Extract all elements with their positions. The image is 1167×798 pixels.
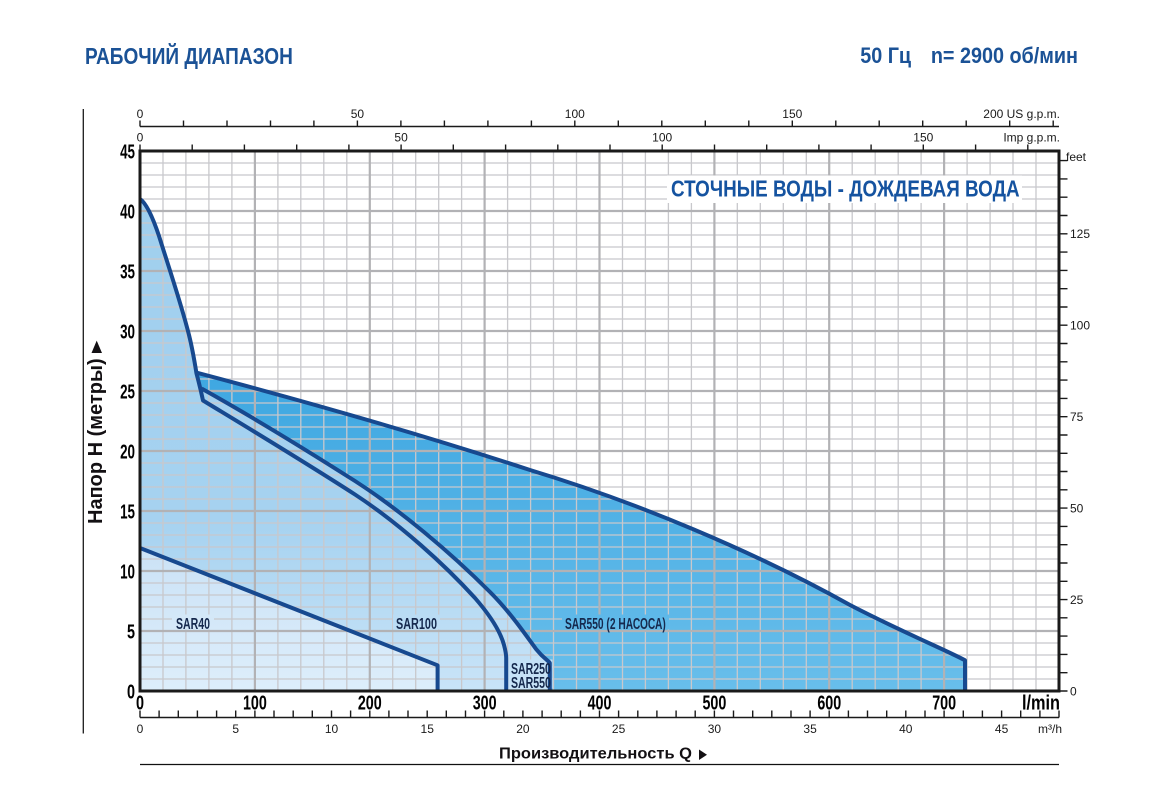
svg-text:100: 100	[652, 131, 672, 145]
svg-text:45: 45	[995, 722, 1009, 736]
svg-text:SAR550 (2 НАСОСА): SAR550 (2 НАСОСА)	[565, 615, 666, 633]
svg-text:30: 30	[708, 722, 722, 736]
svg-text:40: 40	[899, 722, 913, 736]
svg-text:СТОЧНЫЕ ВОДЫ - ДОЖДЕВАЯ ВОДА: СТОЧНЫЕ ВОДЫ - ДОЖДЕВАЯ ВОДА	[671, 177, 1020, 202]
svg-text:feet: feet	[1066, 150, 1087, 164]
svg-text:SAR550: SAR550	[511, 674, 551, 692]
svg-text:50: 50	[394, 131, 408, 145]
svg-text:РАБОЧИЙ ДИАПАЗОН: РАБОЧИЙ ДИАПАЗОН	[85, 43, 293, 69]
svg-text:20: 20	[516, 722, 530, 736]
svg-text:0: 0	[127, 680, 135, 703]
svg-text:0: 0	[1070, 684, 1077, 698]
svg-text:200 US g.p.m.: 200 US g.p.m.	[983, 107, 1060, 121]
svg-text:100: 100	[243, 691, 267, 714]
svg-text:35: 35	[120, 261, 135, 283]
svg-text:m³/h: m³/h	[1038, 722, 1062, 736]
svg-text:50 Гц n= 2900 об/мин: 50 Гц n= 2900 об/мин	[860, 44, 1078, 68]
svg-text:SAR40: SAR40	[176, 615, 210, 633]
svg-text:50: 50	[351, 107, 365, 121]
svg-text:50: 50	[1070, 501, 1084, 515]
svg-text:400: 400	[588, 691, 612, 714]
svg-text:15: 15	[421, 722, 435, 736]
svg-text:15: 15	[120, 501, 135, 523]
svg-text:SAR100: SAR100	[396, 615, 437, 633]
svg-text:SAR250: SAR250	[511, 660, 551, 678]
svg-text:Производительность Q: Производительность Q	[499, 745, 692, 763]
svg-text:Imp g.p.m.: Imp g.p.m.	[1003, 131, 1060, 145]
svg-text:600: 600	[817, 691, 841, 714]
svg-text:10: 10	[325, 722, 339, 736]
svg-text:125: 125	[1070, 227, 1090, 241]
svg-text:150: 150	[782, 107, 802, 121]
svg-text:20: 20	[120, 441, 135, 463]
svg-text:45: 45	[120, 141, 135, 163]
svg-text:40: 40	[120, 201, 135, 223]
svg-text:75: 75	[1070, 410, 1084, 424]
svg-text:0: 0	[136, 691, 144, 714]
svg-text:0: 0	[137, 107, 144, 121]
svg-text:500: 500	[702, 691, 726, 714]
svg-text:700: 700	[932, 691, 956, 714]
svg-text:100: 100	[1070, 319, 1090, 333]
svg-text:5: 5	[232, 722, 239, 736]
svg-text:200: 200	[358, 691, 382, 714]
svg-text:0: 0	[137, 722, 144, 736]
svg-text:100: 100	[565, 107, 585, 121]
svg-text:25: 25	[1070, 593, 1084, 607]
svg-text:30: 30	[120, 321, 135, 343]
svg-text:150: 150	[913, 131, 933, 145]
svg-text:Напор H (метры): Напор H (метры)	[85, 358, 107, 524]
svg-text:35: 35	[803, 722, 817, 736]
svg-text:5: 5	[127, 620, 135, 643]
svg-text:25: 25	[612, 722, 626, 736]
svg-text:300: 300	[473, 691, 497, 714]
svg-text:l/min: l/min	[1022, 691, 1060, 714]
svg-text:10: 10	[120, 561, 135, 583]
svg-text:25: 25	[120, 381, 135, 403]
svg-text:0: 0	[137, 131, 144, 145]
